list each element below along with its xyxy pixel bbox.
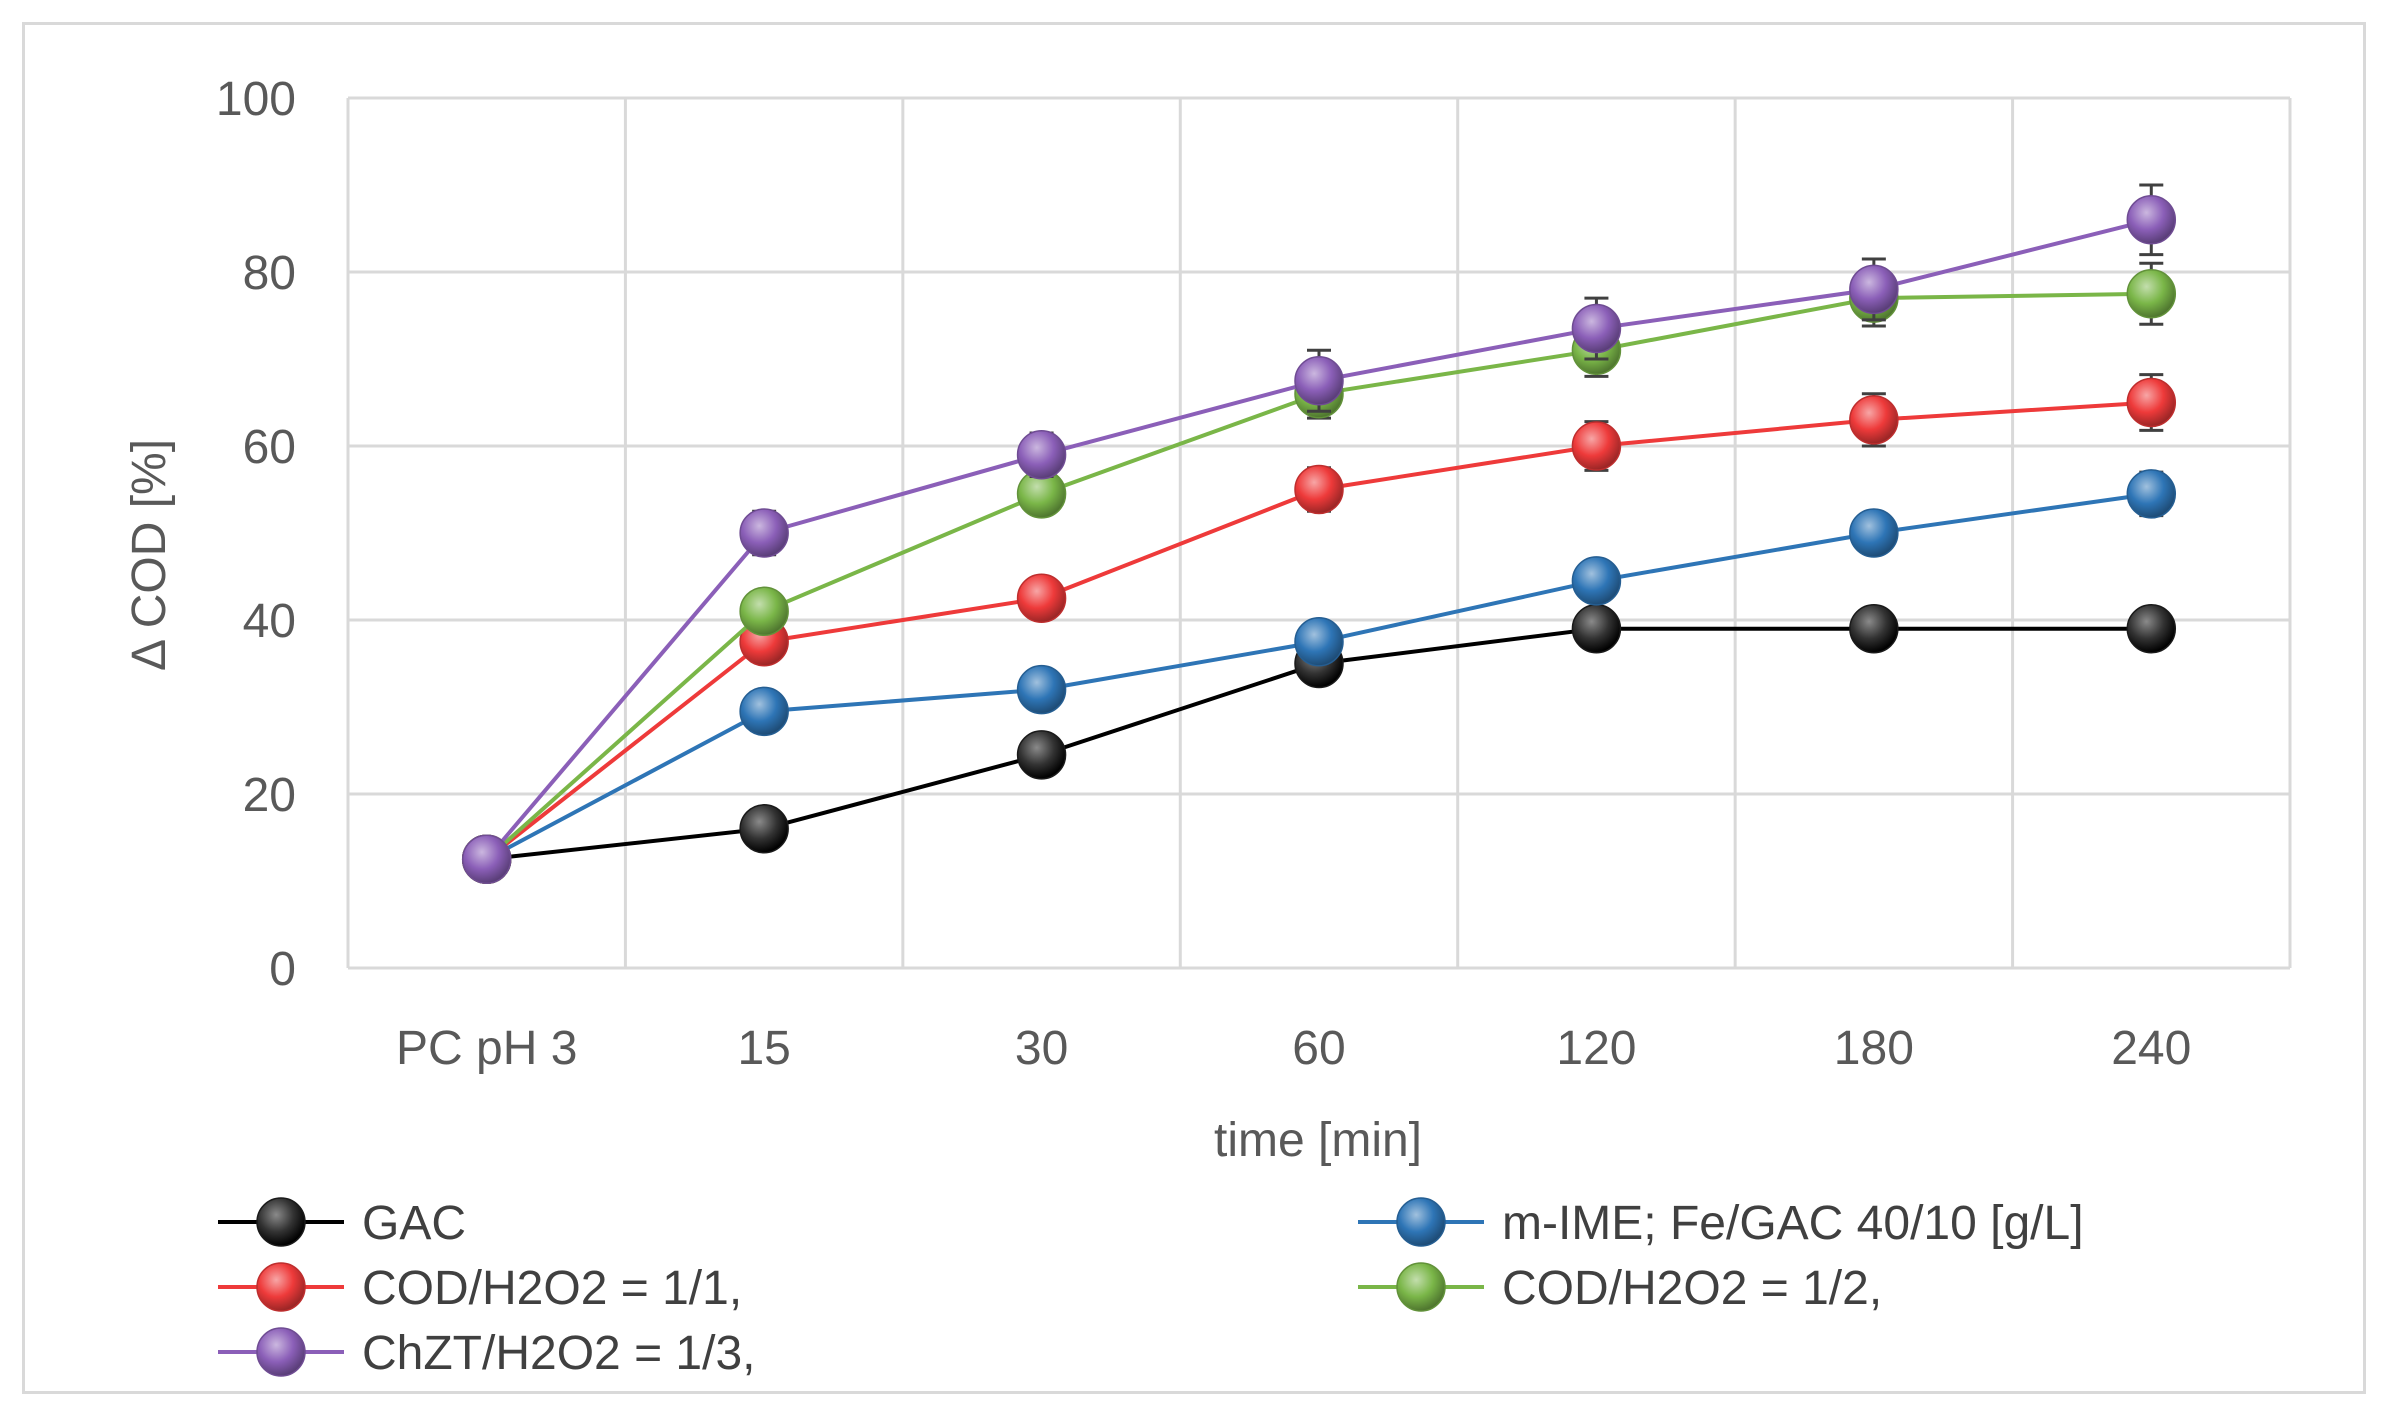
x-tick-label: 30 <box>1015 1022 1068 1075</box>
legend-label: GAC <box>362 1197 466 1250</box>
legend: GAC m-IME; Fe/GAC 40/10 [g/L] COD/H2O2 = 1… <box>218 1197 2084 1380</box>
y-tick-label: 0 <box>269 943 296 996</box>
y-axis-title: Δ COD [%] <box>123 439 176 671</box>
series-line <box>485 217 2152 861</box>
series-4 <box>461 183 2177 884</box>
y-tick-label: 20 <box>243 769 296 822</box>
y-tick-label: 60 <box>243 421 296 474</box>
data-point <box>1849 264 1899 315</box>
legend-marker <box>256 1197 306 1247</box>
y-tick-label: 80 <box>243 247 296 300</box>
y-tick-label: 40 <box>243 595 296 648</box>
x-tick-label: 120 <box>1556 1022 1636 1075</box>
chart-frame <box>22 22 2366 1394</box>
data-point <box>461 834 512 884</box>
data-point <box>1849 395 1899 445</box>
data-point <box>1571 556 1622 606</box>
legend-item: m-IME; Fe/GAC 40/10 [g/L] <box>1358 1197 2084 1250</box>
data-point <box>739 686 789 737</box>
y-axis-ticks: 0 20 40 60 80 100 <box>216 73 296 996</box>
data-point <box>1849 508 1899 558</box>
legend-marker <box>256 1262 306 1312</box>
data-point <box>2126 269 2177 319</box>
grid-lines <box>346 96 2292 970</box>
data-point <box>1294 464 1344 515</box>
y-tick-label: 100 <box>216 73 296 126</box>
legend-item: GAC <box>218 1197 466 1250</box>
legend-marker <box>1396 1197 1446 1247</box>
data-point <box>1016 664 1067 715</box>
x-tick-label: 60 <box>1292 1022 1345 1075</box>
data-point <box>739 586 789 637</box>
x-tick-label: 15 <box>737 1022 790 1075</box>
data-point <box>1849 603 1899 654</box>
legend-item: COD/H2O2 = 1/1, <box>218 1262 742 1315</box>
legend-marker <box>1396 1262 1446 1312</box>
x-tick-label: 240 <box>2111 1022 2191 1075</box>
data-point <box>2126 469 2177 519</box>
data-point <box>1016 730 1067 780</box>
legend-label: COD/H2O2 = 1/2, <box>1502 1262 1882 1315</box>
data-point <box>1016 429 1067 480</box>
data-point <box>1571 603 1622 654</box>
data-point <box>1571 303 1622 354</box>
legend-label: ChZT/H2O2 = 1/3, <box>362 1327 756 1380</box>
data-point <box>2126 195 2177 245</box>
x-tick-label: PC pH 3 <box>396 1022 577 1075</box>
data-point <box>739 804 789 854</box>
legend-label: m-IME; Fe/GAC 40/10 [g/L] <box>1502 1197 2084 1250</box>
legend-item: COD/H2O2 = 1/2, <box>1358 1262 1882 1315</box>
legend-item: ChZT/H2O2 = 1/3, <box>218 1327 756 1380</box>
x-tick-label: 180 <box>1834 1022 1914 1075</box>
data-point <box>2126 377 2177 428</box>
data-point <box>1571 421 1622 471</box>
x-axis-ticks: PC pH 3 15 30 60 120 180 240 <box>396 1022 2191 1075</box>
data-point <box>2126 603 2177 654</box>
data-point <box>739 508 789 558</box>
data-point <box>1294 617 1344 667</box>
legend-marker <box>256 1327 306 1377</box>
legend-label: COD/H2O2 = 1/1, <box>362 1262 742 1315</box>
x-axis-title: time [min] <box>1214 1114 1422 1167</box>
data-series <box>461 183 2177 884</box>
data-point <box>1294 356 1344 406</box>
data-point <box>1016 573 1067 623</box>
